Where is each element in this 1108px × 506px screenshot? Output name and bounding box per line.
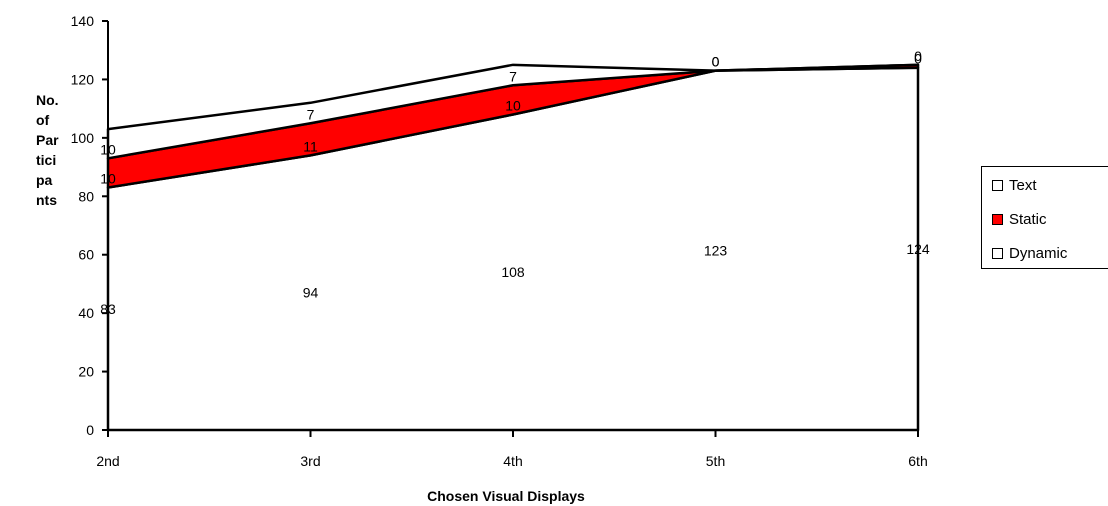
data-label-dynamic: 123 (704, 242, 728, 258)
data-label-static: 10 (505, 97, 521, 113)
series-areas (106, 63, 920, 432)
x-tick-label: 5th (706, 453, 725, 469)
data-label-static: 11 (303, 138, 318, 154)
data-label-text: 10 (100, 141, 116, 157)
legend-label-text: Text (1009, 176, 1037, 194)
y-tick-label: 40 (78, 305, 94, 321)
data-label-text: 0 (914, 48, 922, 64)
legend-label-dynamic: Dynamic (1009, 244, 1068, 262)
legend-swatch-text (992, 179, 1003, 191)
y-axis-title-line: tici (36, 152, 57, 168)
y-tick-label: 0 (86, 422, 94, 438)
area-text (106, 63, 920, 160)
y-axis-title: No. of Par tici pa nts (36, 90, 76, 210)
x-tick-label: 2nd (96, 453, 119, 469)
y-tick-label: 60 (78, 247, 94, 263)
data-label-dynamic: 94 (303, 285, 319, 301)
legend-item-static: Static (992, 209, 1047, 229)
data-label-static: 0 (712, 54, 720, 70)
y-tick-label: 100 (71, 130, 95, 146)
legend: Text Static Dynamic (981, 166, 1108, 269)
x-tick-label: 6th (908, 453, 927, 469)
x-axis-title: Chosen Visual Displays (427, 488, 585, 504)
data-label-static: 10 (100, 171, 116, 187)
y-tick-label: 120 (71, 71, 95, 87)
y-axis-title-line: pa (36, 172, 53, 188)
data-label-text: 7 (307, 106, 315, 122)
y-axis-title-line: of (36, 112, 50, 128)
legend-swatch-dynamic (992, 247, 1003, 259)
legend-item-dynamic: Dynamic (992, 243, 1067, 263)
legend-item-text: Text (992, 175, 1037, 195)
y-tick-label: 140 (71, 13, 95, 29)
data-label-text: 0 (712, 54, 720, 70)
legend-swatch-static (992, 213, 1003, 225)
y-tick-label: 20 (78, 364, 94, 380)
data-label-dynamic: 124 (906, 241, 930, 257)
legend-label-static: Static (1009, 210, 1047, 228)
x-tick-label: 3rd (300, 453, 320, 469)
y-axis-title-line: Par (36, 132, 59, 148)
x-tick-label: 4th (503, 453, 522, 469)
data-label-dynamic: 83 (100, 301, 116, 317)
data-label-dynamic: 108 (501, 264, 525, 280)
data-label-text: 7 (509, 68, 517, 84)
data-label-static: 0 (914, 51, 922, 67)
y-axis-title-line: nts (36, 192, 57, 208)
y-axis-title-line: No. (36, 92, 59, 108)
y-tick-label: 80 (78, 188, 94, 204)
